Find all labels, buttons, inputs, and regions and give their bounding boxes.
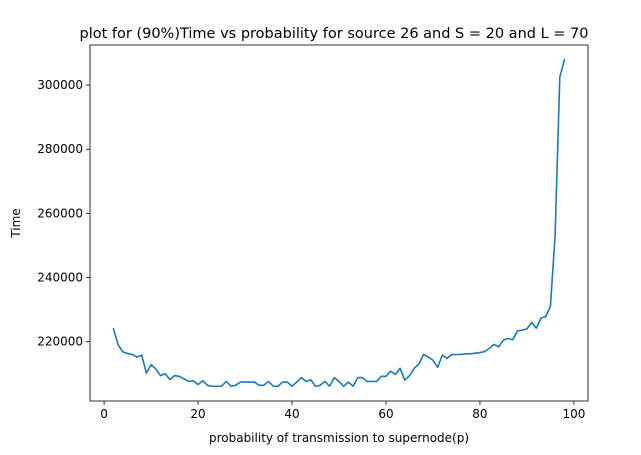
y-tick-label: 260000	[37, 206, 83, 220]
y-tick-label: 220000	[37, 335, 83, 349]
y-tick-label: 280000	[37, 142, 83, 156]
y-axis: 220000 240000 260000 280000 300000	[37, 78, 90, 349]
x-tick-label: 40	[284, 407, 299, 421]
x-tick-label: 20	[190, 407, 205, 421]
series-line	[112, 58, 566, 388]
x-tick-label: 0	[100, 407, 108, 421]
x-axis: 0 20 40 60 80 100	[100, 401, 585, 421]
chart-title: plot for (90%)Time vs probability for so…	[80, 26, 589, 42]
x-tick-label: 60	[378, 407, 393, 421]
y-axis-title: Time	[9, 208, 23, 238]
axes-frame	[89, 44, 589, 402]
y-tick-label: 240000	[37, 271, 83, 285]
y-tick-label: 300000	[37, 78, 83, 92]
x-axis-title: probability of transmission to supernode…	[209, 431, 469, 445]
x-tick-label: 100	[562, 407, 585, 421]
x-tick-label: 80	[472, 407, 487, 421]
plot-area: 0 20 40 60 80 100 220000 240000 260000 280000 300…	[37, 44, 589, 421]
